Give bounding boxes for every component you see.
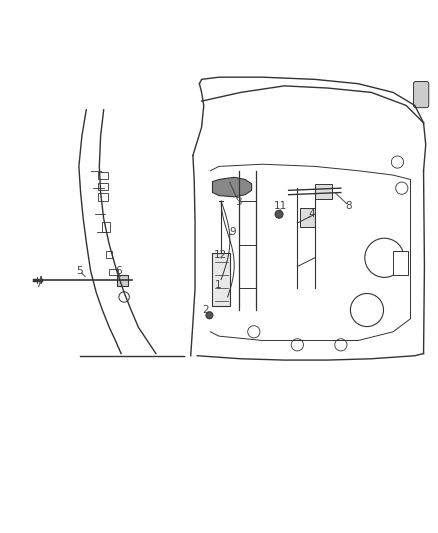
Circle shape (291, 339, 304, 351)
Text: 1: 1 (215, 280, 222, 290)
Text: 5: 5 (76, 266, 83, 276)
Text: 9: 9 (230, 227, 236, 237)
Bar (110, 269, 118, 275)
Circle shape (248, 326, 260, 338)
Circle shape (350, 294, 384, 327)
Bar (212, 254, 230, 305)
Circle shape (275, 211, 283, 218)
Polygon shape (212, 177, 252, 197)
Text: 6: 6 (116, 266, 122, 276)
Bar (102, 222, 110, 232)
Text: 12: 12 (214, 250, 227, 260)
Circle shape (396, 182, 408, 194)
Bar (98, 193, 108, 201)
Bar (106, 251, 112, 258)
Circle shape (335, 339, 347, 351)
Circle shape (206, 312, 213, 319)
Text: 2: 2 (203, 305, 209, 315)
Text: 8: 8 (346, 200, 352, 211)
Bar (117, 275, 127, 286)
FancyBboxPatch shape (413, 82, 429, 108)
Text: 7: 7 (35, 279, 41, 289)
Circle shape (391, 156, 403, 168)
Text: 4: 4 (309, 209, 315, 219)
Bar (98, 172, 108, 180)
Text: 3: 3 (235, 197, 242, 207)
Bar (393, 251, 408, 275)
Circle shape (119, 292, 129, 302)
Text: 11: 11 (274, 201, 287, 212)
Bar (315, 184, 332, 199)
Bar (300, 208, 315, 228)
Circle shape (365, 238, 404, 277)
Bar (98, 182, 108, 190)
